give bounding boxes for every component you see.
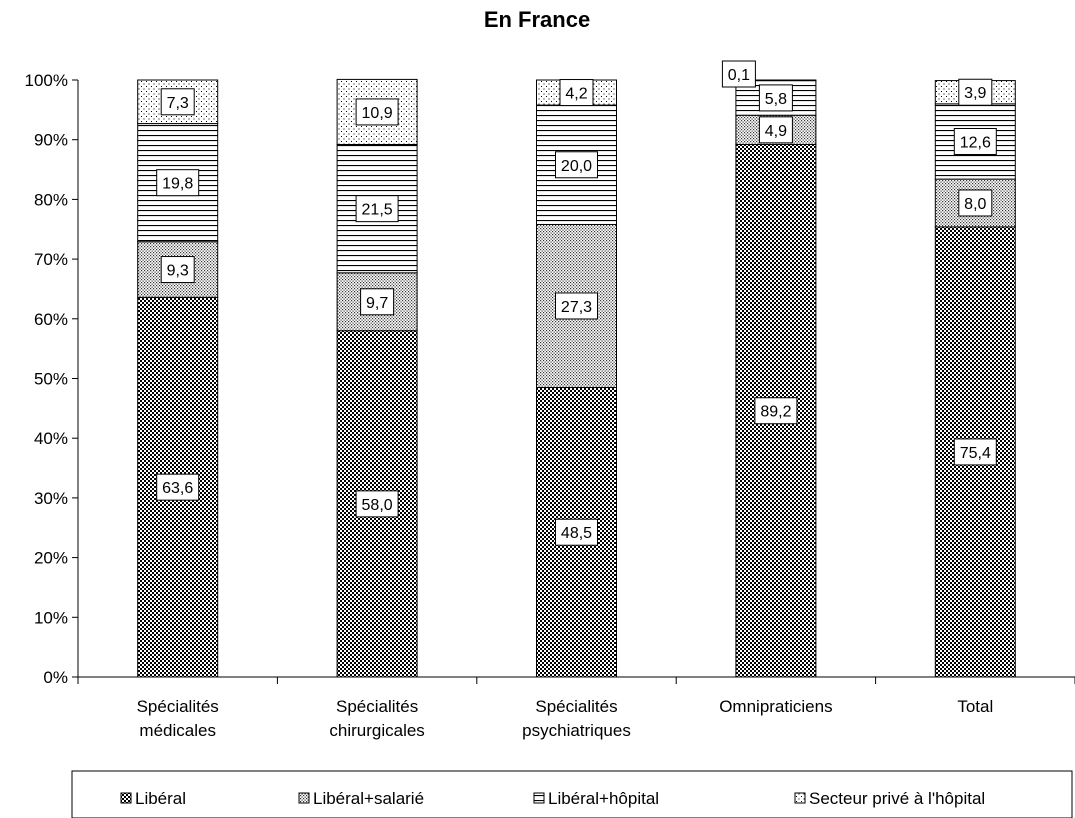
- data-label: 21,5: [362, 202, 393, 219]
- x-tick-label: Spécialités: [336, 697, 418, 716]
- data-label: 0,1: [728, 67, 750, 84]
- data-label-box: [958, 78, 993, 106]
- y-tick-label: 0%: [43, 668, 68, 687]
- data-label-box: [958, 189, 993, 217]
- data-label-box: [156, 473, 200, 501]
- y-tick-label: 20%: [34, 549, 68, 568]
- data-label: 48,5: [561, 525, 592, 542]
- data-label-box: [758, 84, 793, 112]
- bar-segment: [934, 226, 1016, 678]
- data-label-box: [555, 518, 598, 546]
- x-tick-label: Spécialités: [535, 697, 617, 716]
- data-label: 89,2: [760, 404, 791, 421]
- y-tick-label: 30%: [34, 489, 68, 508]
- x-tick-label: Total: [957, 697, 993, 716]
- data-label: 19,8: [162, 176, 193, 193]
- data-label: 12,6: [960, 134, 991, 151]
- y-tick-label: 40%: [34, 429, 68, 448]
- legend-swatch: [533, 792, 545, 804]
- data-label-box: [953, 127, 997, 155]
- data-label: 9,7: [366, 295, 388, 312]
- data-label-box: [555, 151, 598, 179]
- data-label-box: [360, 288, 395, 316]
- y-tick-label: 100%: [25, 71, 68, 90]
- chart-title: En France: [484, 7, 590, 32]
- data-label-box: [156, 169, 200, 197]
- data-label: 58,0: [362, 497, 393, 514]
- data-label-box: [953, 438, 997, 466]
- data-label: 4,2: [565, 86, 587, 103]
- legend-swatch: [120, 792, 132, 804]
- data-label: 20,0: [561, 158, 592, 175]
- data-label-box: [355, 490, 399, 518]
- data-label: 9,3: [167, 263, 189, 280]
- data-label-box: [555, 292, 598, 320]
- data-label-box: [160, 256, 195, 284]
- legend-swatch: [298, 792, 310, 804]
- y-tick-label: 90%: [34, 131, 68, 150]
- data-label-box: [160, 88, 195, 116]
- data-label: 8,0: [964, 196, 986, 213]
- legend-label: Libéral+salarié: [313, 789, 424, 808]
- data-label-box: [559, 79, 594, 107]
- data-label: 7,3: [167, 95, 189, 112]
- legend-label: Libéral: [135, 789, 186, 808]
- x-tick-label: médicales: [139, 721, 216, 740]
- data-label: 3,9: [964, 85, 986, 102]
- y-tick-label: 70%: [34, 250, 68, 269]
- data-label: 5,8: [765, 91, 787, 108]
- x-tick-label: psychiatriques: [522, 721, 631, 740]
- data-label: 4,9: [765, 123, 787, 140]
- y-tick-label: 50%: [34, 370, 68, 389]
- y-tick-label: 60%: [34, 310, 68, 329]
- data-label-box: [754, 397, 798, 425]
- data-label: 27,3: [561, 299, 592, 316]
- data-label: 10,9: [362, 105, 393, 122]
- legend-label: Secteur privé à l'hôpital: [809, 789, 985, 808]
- y-tick-label: 80%: [34, 190, 68, 209]
- legend-swatch: [794, 792, 806, 804]
- data-label-box: [355, 195, 399, 223]
- legend-box: [71, 770, 1073, 818]
- data-label: 63,6: [162, 480, 193, 497]
- x-tick-label: chirurgicales: [329, 721, 424, 740]
- data-label-box: [355, 98, 399, 126]
- y-tick-label: 10%: [34, 608, 68, 627]
- x-tick-label: Spécialités: [137, 697, 219, 716]
- data-label-box: [758, 116, 793, 144]
- legend-label: Libéral+hôpital: [548, 789, 659, 808]
- x-tick-label: Omnipraticiens: [719, 697, 832, 716]
- data-label-box: [721, 60, 756, 88]
- data-label: 75,4: [960, 445, 991, 462]
